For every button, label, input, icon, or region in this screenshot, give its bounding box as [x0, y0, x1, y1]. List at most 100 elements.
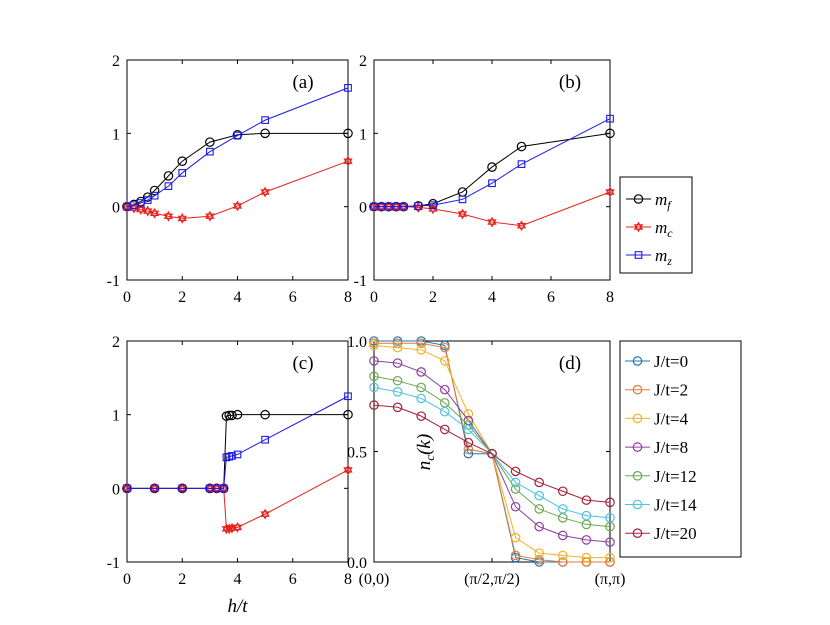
panel-a-point-m-f [163, 171, 174, 181]
legend-marker-j-t-0 [632, 356, 643, 366]
panel-b-line-m-c [374, 191, 611, 227]
panel-d-ytick-label: 0.5 [347, 445, 367, 462]
panel-d-line-j-t-8 [373, 360, 611, 543]
panel-a-ytick-label: 2 [112, 53, 120, 70]
panel-d-point-j-t-20 [439, 424, 450, 435]
panel-b-point-m-z [392, 202, 400, 211]
panel-b-frame [373, 59, 611, 281]
panel-d-point-j-t-8 [510, 501, 521, 512]
panel-c-point-m-c [260, 508, 270, 520]
panel-b-point-m-c [398, 201, 409, 213]
panel-b-xtick-label: 8 [606, 289, 614, 306]
panel-a-point-m-z [178, 169, 187, 177]
series-layer [122, 84, 615, 567]
panel-d-point-j-t-8 [369, 356, 379, 366]
legend-label-mf: mf [655, 190, 672, 212]
panel-c-point-m-z [228, 452, 236, 460]
panel-d-point-j-t-12 [510, 484, 521, 494]
panel-d-point-j-t-4 [581, 552, 592, 563]
panel-d-point-j-t-2 [463, 444, 474, 455]
legend-marker-j-t-14 [632, 499, 643, 510]
panel-d-line-j-t-12 [373, 375, 611, 528]
panel-a-point-m-z [143, 196, 152, 204]
panel-a-xtick-label: 8 [344, 289, 352, 306]
panel-a-point-m-c [343, 155, 353, 167]
panel-d-point-j-t-4 [392, 342, 403, 353]
panel-d-point-j-t-12 [369, 371, 379, 382]
panel-a-ytick-label: 1 [112, 126, 120, 143]
panel-c-point-m-z [219, 484, 228, 493]
panel-d-point-j-t-20 [581, 495, 592, 505]
panel-b-point-m-z [458, 195, 467, 204]
panel-d-point-j-t-14 [463, 424, 474, 435]
panel-d-line-j-t-14 [373, 386, 611, 519]
panel-b-xtick-label: 2 [429, 289, 437, 306]
panel-a-point-m-z [150, 191, 159, 200]
legend-marker-j-t-8 [632, 442, 643, 452]
panel-c-point-m-z [178, 484, 187, 493]
panel-b-point-m-z [517, 160, 526, 168]
panel-d-point-j-t-20 [487, 448, 497, 459]
panel-d-point-j-t-4 [605, 552, 615, 563]
panel-a-point-m-f [205, 137, 215, 147]
panel-c-point-m-f [260, 409, 270, 420]
panel-a-xtick-label: 4 [234, 289, 242, 306]
panel-c-line-m-c [127, 469, 349, 530]
panel-a-point-m-z [344, 84, 352, 92]
panel-d-point-j-t-14 [581, 510, 592, 521]
panel-d-line-j-t-20 [373, 404, 611, 503]
panel-d-point-j-t-14 [534, 490, 544, 501]
panel-d-point-j-t-14 [369, 382, 379, 393]
panel-c-point-m-c [205, 482, 215, 494]
panel-b-point-m-c [384, 201, 394, 213]
panel-d-point-j-t-20 [392, 402, 403, 413]
panel-b-point-m-z [429, 201, 437, 210]
panel-b-point-m-f [605, 128, 615, 139]
panel-d-point-j-t-8 [416, 367, 426, 377]
panel-a-point-m-f [260, 128, 270, 139]
panel-d-frame [373, 340, 611, 563]
legend-label-j-t-0: J/t=0 [654, 352, 688, 371]
panel-b-point-m-c [605, 186, 615, 198]
legend-marker-j-t-2 [632, 384, 643, 395]
ylabel-nc-k: nc(k) [414, 434, 437, 470]
legend-label-j-t-12: J/t=12 [654, 467, 697, 486]
panel-d-point-j-t-4 [369, 340, 379, 351]
panel-d-xtick-label: (π/2,π/2) [464, 571, 520, 588]
legend-marker-mf [633, 194, 644, 204]
legend-label-j-t-14: J/t=14 [654, 496, 697, 515]
panel-b-ytick-label: 1 [359, 126, 367, 143]
panel-c-ytick-label: 2 [112, 334, 120, 351]
panel-b-point-m-c [516, 220, 527, 232]
panel-b-series [369, 114, 615, 232]
panel-d-point-j-t-2 [557, 557, 568, 567]
panel-d-point-j-t-20 [605, 497, 615, 508]
panel-d-point-j-t-12 [416, 382, 426, 393]
panel-c-point-m-f [227, 410, 237, 421]
panel-b-point-m-c [487, 216, 497, 228]
panel-b-point-m-z [606, 114, 614, 123]
panel-d-point-j-t-14 [605, 512, 615, 523]
panel-b-point-m-c [428, 203, 438, 215]
legend-magnetization-box [619, 176, 693, 274]
panel-b-point-m-z [370, 202, 378, 211]
panel-a-series [122, 84, 353, 224]
panel-b-point-m-c [457, 208, 468, 220]
panel-c-point-m-z [233, 450, 242, 459]
panel-d-ytick-label: 0.0 [347, 555, 367, 572]
panel-d-point-j-t-20 [369, 400, 379, 410]
legend-coupling-box [619, 340, 742, 558]
panel-b-point-m-f [487, 162, 497, 172]
panel-b-point-m-z [414, 202, 423, 210]
panel-c-xtick-label: 0 [123, 571, 131, 588]
panel-c-point-m-c [212, 482, 222, 494]
panel-b-point-m-z [399, 202, 408, 211]
panel-c-xtick-label: 6 [289, 571, 297, 588]
panel-b-point-m-c [376, 201, 387, 213]
panel-b-point-m-z [488, 179, 496, 188]
legends-layer: mfmcmzJ/t=0J/t=2J/t=4J/t=8J/t=12J/t=14J/… [619, 176, 742, 558]
panel-d-line-j-t-0 [374, 340, 610, 563]
panel-d-point-j-t-8 [557, 530, 568, 541]
